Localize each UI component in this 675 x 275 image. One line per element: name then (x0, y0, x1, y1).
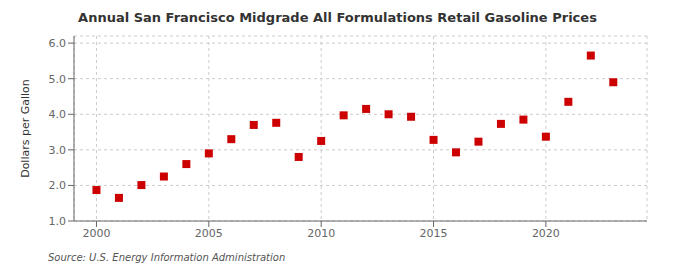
svg-text:2015: 2015 (420, 227, 448, 240)
svg-text:4.0: 4.0 (49, 108, 67, 121)
svg-text:2005: 2005 (195, 227, 223, 240)
html-text:Source: U.S. Energy Informatio: Source: U.S. Energy Information Administ… (48, 252, 286, 263)
svg-text:Dollars per Gallon: Dollars per Gallon (19, 79, 32, 178)
html-text:Annual San Francisco Midgrade: Annual San Francisco Midgrade All Formul… (78, 10, 597, 25)
svg-text:6.0: 6.0 (49, 37, 67, 50)
svg-text:2020: 2020 (532, 227, 560, 240)
svg-text:2010: 2010 (307, 227, 335, 240)
svg-text:2.0: 2.0 (49, 179, 67, 192)
svg-text:2000: 2000 (82, 227, 110, 240)
svg-text:1.0: 1.0 (49, 215, 67, 228)
svg-text:3.0: 3.0 (49, 144, 67, 157)
svg-text:5.0: 5.0 (49, 73, 67, 86)
